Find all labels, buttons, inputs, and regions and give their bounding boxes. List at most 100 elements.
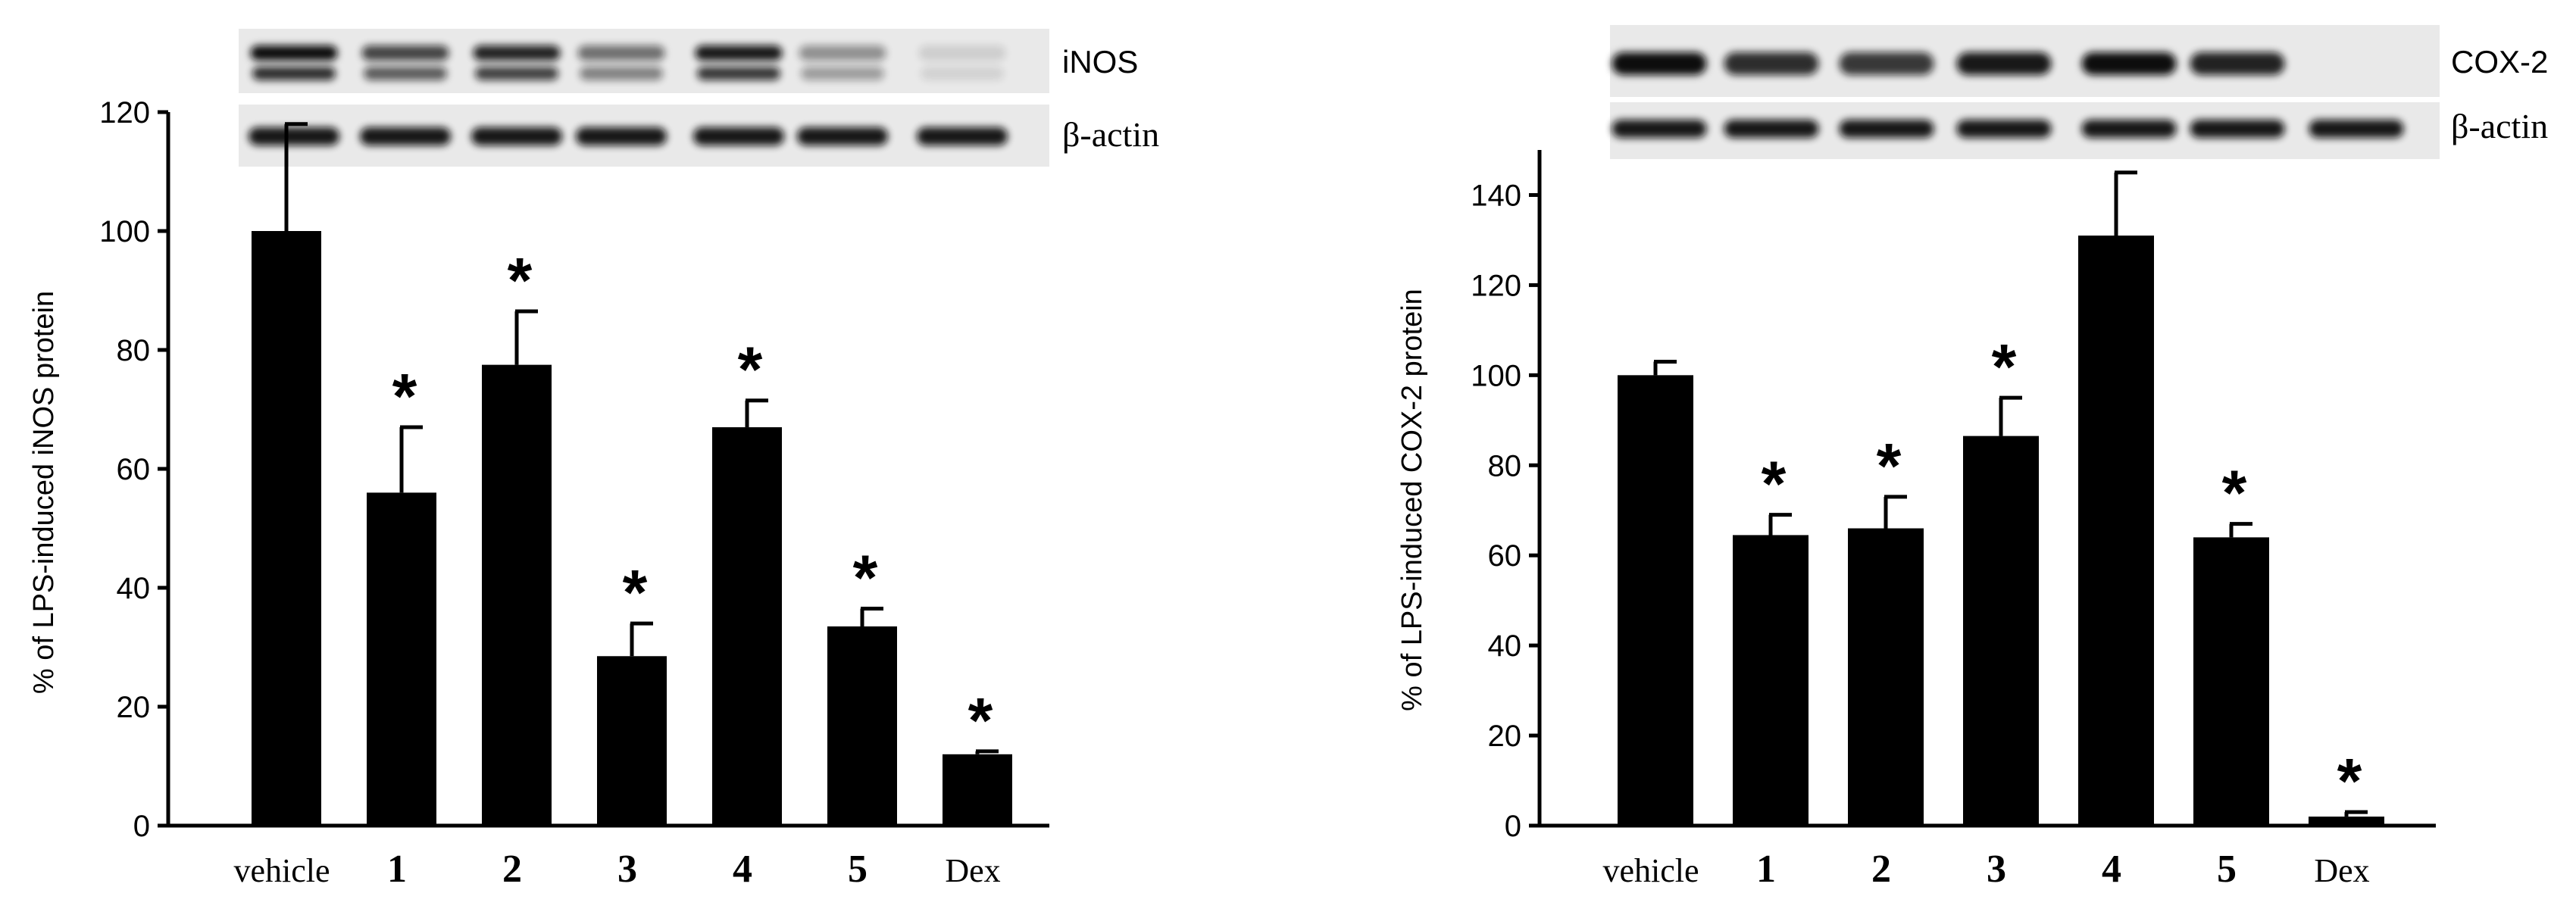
inos-bars: * * * * * * xyxy=(252,122,1012,826)
cox2-actin-band xyxy=(2309,120,2404,138)
inos-significance-marker: * xyxy=(392,361,417,432)
inos-actin-band xyxy=(249,127,339,145)
cox2-actin-band xyxy=(1956,120,2052,138)
cox2-error-bar xyxy=(1999,395,2022,436)
inos-band xyxy=(918,45,1006,61)
cox2-significance-marker: * xyxy=(1992,331,2017,402)
inos-bar xyxy=(827,626,897,826)
inos-band xyxy=(801,67,884,80)
inos-actin-band xyxy=(693,127,784,145)
inos-significance-marker: * xyxy=(623,557,648,628)
inos-error-bar xyxy=(284,122,308,231)
cox2-significance-marker: * xyxy=(1877,430,1902,501)
cox2-significance-marker: * xyxy=(2222,458,2247,529)
cox2-x-tick-label: 4 xyxy=(2102,848,2121,891)
cox2-x-tick-label: 5 xyxy=(2217,848,2237,891)
cox2-significance-marker: * xyxy=(1762,448,1787,520)
cox2-bar xyxy=(2309,817,2384,826)
inos-x-tick-label: vehicle xyxy=(233,852,330,889)
inos-band xyxy=(695,45,783,61)
cox2-error-bar xyxy=(2344,810,2368,817)
cox2-x-tick-label: 1 xyxy=(1756,848,1776,891)
cox2-y-tick-label: 120 xyxy=(1471,269,1521,302)
inos-band xyxy=(475,67,558,80)
cox2-bands xyxy=(1612,52,2285,75)
inos-actin-band xyxy=(917,127,1008,145)
inos-blot-label: iNOS xyxy=(1062,44,1138,80)
inos-x-tick-label: 2 xyxy=(502,848,522,891)
cox2-actin-band xyxy=(1612,120,1707,138)
inos-band xyxy=(921,67,1004,80)
inos-band xyxy=(697,67,780,80)
inos-error-bar xyxy=(630,621,653,657)
inos-band xyxy=(252,67,336,80)
cox2-y-tick-label: 0 xyxy=(1505,810,1521,843)
inos-error-bar xyxy=(860,606,883,627)
inos-panel: iNOS β-actin % of LPS-induced iNOS prote… xyxy=(28,29,1159,891)
cox2-western-blot: COX-2 β-actin xyxy=(1610,25,2548,159)
cox2-band xyxy=(2190,52,2285,75)
cox2-band xyxy=(1724,52,1819,75)
cox2-bar xyxy=(2078,235,2154,826)
inos-bar xyxy=(367,492,436,826)
cox2-error-bar xyxy=(1768,513,1792,536)
cox2-actin-blot-label: β-actin xyxy=(2451,107,2548,145)
cox2-x-tick-label: 2 xyxy=(1871,848,1891,891)
inos-y-axis-label: % of LPS-induced iNOS protein xyxy=(28,291,60,694)
cox2-band xyxy=(1612,52,1707,75)
inos-x-tick-label: 5 xyxy=(848,848,868,891)
inos-band xyxy=(364,67,447,80)
inos-y-tick-label: 0 xyxy=(133,810,150,843)
cox2-x-tick-labels: vehicle 1 2 3 4 5 Dex xyxy=(1602,848,2369,891)
inos-western-blot: iNOS β-actin xyxy=(239,29,1159,167)
cox2-x-tick-label: vehicle xyxy=(1602,852,1699,889)
cox2-band xyxy=(2081,52,2177,75)
inos-error-bar xyxy=(514,309,538,365)
inos-error-bar xyxy=(975,749,999,754)
cox2-significance-marker: * xyxy=(2337,745,2362,817)
cox2-x-tick-label: 3 xyxy=(1987,848,2006,891)
inos-x-tick-label: Dex xyxy=(945,852,1000,889)
inos-y-tick-label: 80 xyxy=(117,334,151,367)
inos-bar xyxy=(712,427,782,826)
cox2-y-axis-label: % of LPS-induced COX-2 protein xyxy=(1396,289,1428,711)
inos-band xyxy=(799,45,886,61)
inos-bar xyxy=(597,656,667,826)
cox2-actin-band xyxy=(1724,120,1819,138)
cox2-band xyxy=(1839,52,1934,75)
cox2-y-tick-label: 80 xyxy=(1488,449,1522,482)
inos-y-tick-label: 100 xyxy=(99,215,150,248)
cox2-y-tick-label: 20 xyxy=(1488,720,1522,753)
inos-bar xyxy=(943,754,1012,826)
inos-y-ticks: 0 20 40 60 80 100 120 xyxy=(99,96,168,843)
inos-y-tick-label: 60 xyxy=(117,453,151,486)
cox2-x-tick-label: Dex xyxy=(2314,852,2369,889)
cox2-actin-bands xyxy=(1612,120,2404,138)
cox2-error-bar xyxy=(1884,495,1907,529)
inos-significance-marker: * xyxy=(853,542,878,613)
cox2-bar xyxy=(1733,535,1809,826)
inos-x-tick-label: 4 xyxy=(733,848,752,891)
cox2-bar xyxy=(2193,537,2269,826)
inos-error-bar xyxy=(399,425,423,493)
cox2-y-ticks: 0 20 40 60 80 100 120 140 xyxy=(1471,179,1540,843)
cox2-actin-band xyxy=(1839,120,1934,138)
inos-y-tick-label: 20 xyxy=(117,691,151,724)
inos-x-tick-label: 1 xyxy=(387,848,407,891)
inos-error-bar xyxy=(745,398,768,428)
inos-blot-strip xyxy=(239,29,1049,93)
cox2-bars: * * * * * xyxy=(1618,170,2384,826)
cox2-error-bar xyxy=(1653,359,1677,376)
inos-bar xyxy=(482,364,552,826)
inos-significance-marker: * xyxy=(738,334,763,405)
cox2-band xyxy=(1956,52,2052,75)
inos-actin-band xyxy=(576,127,667,145)
inos-y-tick-label: 120 xyxy=(99,96,150,130)
cox2-y-tick-label: 100 xyxy=(1471,359,1521,392)
cox2-bar xyxy=(1618,375,1693,826)
inos-actin-band xyxy=(471,127,562,145)
cox2-y-tick-label: 60 xyxy=(1488,539,1522,573)
inos-bar xyxy=(252,231,321,826)
inos-band xyxy=(250,45,338,61)
